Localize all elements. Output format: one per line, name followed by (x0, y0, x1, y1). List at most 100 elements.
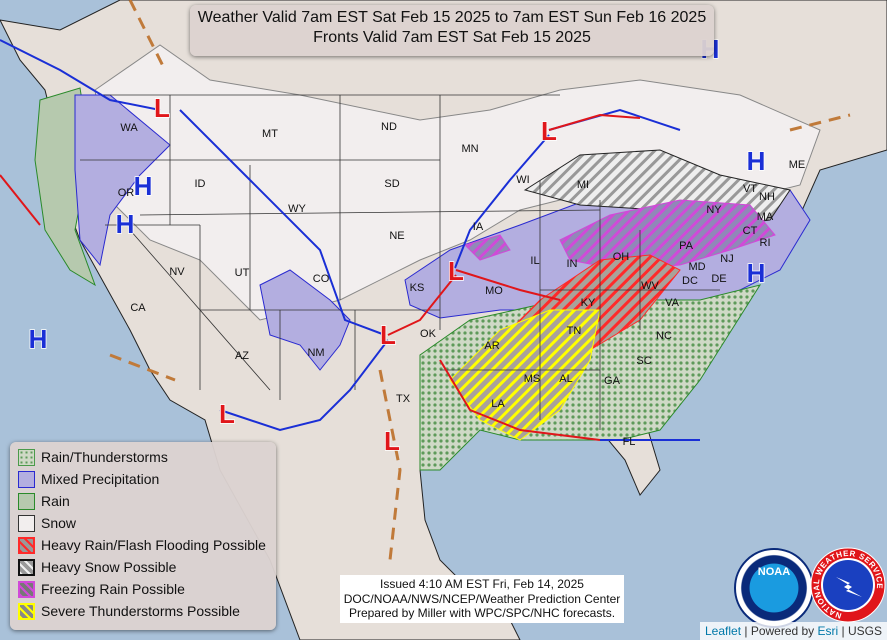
state-label-ks: KS (410, 282, 425, 294)
state-label-nm: NM (307, 347, 324, 359)
state-label-wa: WA (120, 122, 138, 134)
swatch-snow (18, 514, 35, 532)
state-label-ny: NY (706, 204, 722, 216)
state-label-tn: TN (567, 325, 582, 337)
state-label-ma: MA (757, 211, 774, 223)
state-label-nc: NC (656, 330, 672, 342)
state-label-il: IL (530, 255, 539, 267)
state-label-oh: OH (613, 251, 630, 263)
state-label-ne: NE (389, 230, 404, 242)
state-label-ca: CA (130, 302, 146, 314)
low-pressure-center: L (380, 320, 396, 350)
noaa-logo-text: NOAA (757, 566, 791, 578)
swatch-rain-thunderstorms (18, 448, 35, 466)
mixed-precip-west (74, 94, 171, 267)
cold-front (219, 339, 389, 432)
swatch-heavy-rain (18, 536, 35, 554)
legend-label: Heavy Snow Possible (41, 559, 177, 575)
trough (789, 113, 851, 132)
legend-label: Snow (41, 515, 77, 531)
swatch-mixed-precipitation (18, 470, 35, 488)
state-label-wy: WY (288, 203, 306, 215)
state-label-mi: MI (577, 179, 589, 191)
state-label-va: VA (665, 297, 680, 309)
state-label-ms: MS (524, 373, 541, 385)
warm-front (0, 174, 41, 226)
map-attribution: Leaflet | Powered by Esri | USGS (700, 622, 887, 640)
attribution-text: | Powered by (741, 624, 818, 638)
legend-item-heavy-rain: Heavy Rain/Flash Flooding Possible (18, 534, 276, 556)
state-label-ok: OK (420, 328, 437, 340)
high-pressure-center: H (747, 258, 766, 288)
severe-thunderstorms-area (449, 309, 601, 441)
low-pressure-center: L (448, 256, 464, 286)
state-label-nh: NH (759, 191, 775, 203)
state-label-nv: NV (169, 266, 185, 278)
state-label-nj: NJ (720, 253, 733, 265)
esri-link[interactable]: Esri (817, 624, 839, 638)
legend-label: Rain (41, 493, 70, 509)
state-label-pa: PA (679, 240, 694, 252)
attribution-text: | USGS (838, 624, 882, 638)
high-pressure-center: H (134, 171, 153, 201)
state-label-in: IN (567, 258, 578, 270)
prepared-by: Prepared by Miller with WPC/SPC/NHC fore… (348, 606, 616, 620)
state-label-ut: UT (235, 267, 250, 279)
state-label-ky: KY (581, 297, 596, 309)
high-pressure-center: H (29, 324, 48, 354)
state-label-ct: CT (743, 225, 758, 237)
state-label-la: LA (491, 398, 505, 410)
low-pressure-center: L (384, 426, 400, 456)
state-label-fl: FL (623, 436, 636, 448)
legend-item-snow: Snow (18, 512, 276, 534)
state-label-az: AZ (235, 350, 249, 362)
state-label-sd: SD (384, 178, 399, 190)
warm-front (387, 274, 457, 336)
state-label-ri: RI (760, 237, 771, 249)
legend-item-rain: Rain (18, 490, 276, 512)
state-label-mn: MN (461, 143, 478, 155)
high-pressure-center: H (747, 146, 766, 176)
low-pressure-center: L (154, 93, 170, 123)
state-label-dc: DC (682, 275, 698, 287)
legend-label: Heavy Rain/Flash Flooding Possible (41, 537, 266, 553)
low-pressure-center: L (541, 116, 557, 146)
cold-front (454, 134, 550, 269)
state-label-co: CO (313, 273, 330, 285)
state-label-md: MD (688, 261, 705, 273)
state-label-de: DE (711, 273, 726, 285)
legend: Rain/Thunderstorms Mixed Precipitation R… (10, 442, 276, 630)
legend-label: Rain/Thunderstorms (41, 449, 168, 465)
state-label-tx: TX (396, 393, 411, 405)
state-label-ga: GA (604, 375, 621, 387)
legend-label: Freezing Rain Possible (41, 581, 185, 597)
map-title: Weather Valid 7am EST Sat Feb 15 2025 to… (190, 5, 714, 56)
state-label-wi: WI (516, 174, 529, 186)
state-label-or: OR (118, 187, 135, 199)
legend-item-freezing-rain: Freezing Rain Possible (18, 578, 276, 600)
trough (128, 0, 167, 71)
swatch-rain (18, 492, 35, 510)
issued-time: Issued 4:10 AM EST Fri, Feb 14, 2025 (380, 577, 584, 591)
high-pressure-center: H (116, 209, 135, 239)
swatch-freezing-rain (18, 580, 35, 598)
state-label-ar: AR (484, 340, 499, 352)
warm-front (455, 269, 561, 301)
leaflet-link[interactable]: Leaflet (705, 624, 742, 638)
state-label-ia: IA (473, 221, 484, 233)
legend-item-rain-thunderstorms: Rain/Thunderstorms (18, 446, 276, 468)
state-label-nd: ND (381, 121, 397, 133)
fronts (0, 0, 851, 561)
legend-item-severe-thunderstorms: Severe Thunderstorms Possible (18, 600, 276, 622)
state-label-vt: VT (743, 183, 757, 195)
cold-front (0, 39, 161, 111)
state-label-sc: SC (636, 355, 651, 367)
legend-item-heavy-snow: Heavy Snow Possible (18, 556, 276, 578)
issued-info-box: Issued 4:10 AM EST Fri, Feb 14, 2025 DOC… (340, 575, 624, 623)
freezing-rain-area-iowa (464, 234, 511, 261)
pressure-centers: HHHHHHLLLLLL (28, 33, 766, 457)
state-label-me: ME (789, 159, 806, 171)
state-label-al: AL (559, 373, 572, 385)
noaa-logo: NOAA (734, 548, 814, 628)
